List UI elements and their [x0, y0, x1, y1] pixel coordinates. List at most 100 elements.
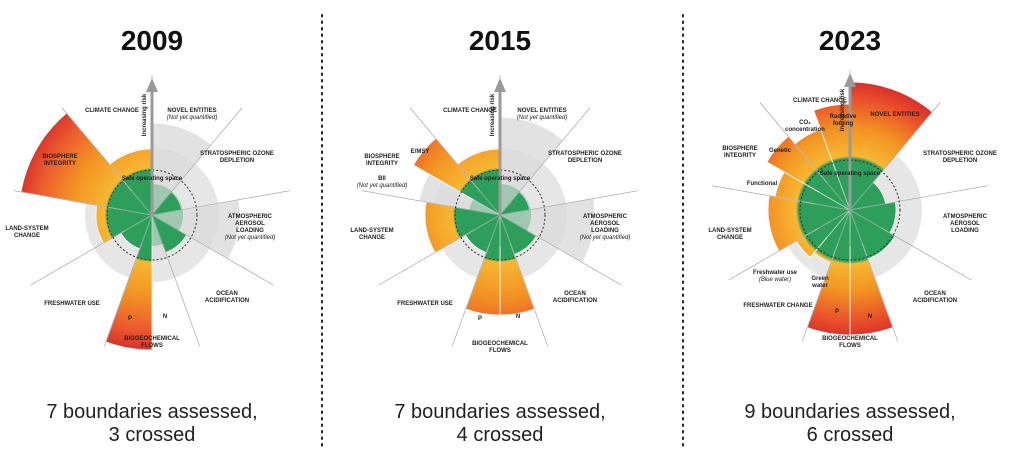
caption: 7 boundaries assessed, — [394, 401, 605, 423]
label-line: P — [835, 309, 839, 315]
boundary-label: BIOGEOCHEMICAL FLOWS — [472, 341, 528, 354]
label-line: CHANGE — [14, 233, 40, 239]
sector-line — [409, 107, 501, 216]
boundary-label: ATMOSPHERIC AEROSOL LOADING — [943, 214, 988, 234]
boundary-label: Increasing risk — [840, 88, 846, 131]
sector-line — [14, 190, 153, 216]
label-line: FRESHWATER USE — [44, 301, 100, 307]
label-line: FLOWS — [489, 348, 511, 354]
label-line: N — [516, 314, 520, 320]
label-line: CHANGE — [717, 235, 743, 241]
caption: 3 crossed — [109, 424, 196, 446]
boundary-label: Freshwater use (Blue water) — [753, 270, 798, 283]
label-line: STRATOSPHERIC OZONE — [923, 151, 997, 157]
sector-line — [849, 102, 941, 211]
boundary-label: STRATOSPHERIC OZONE DEPLETION — [200, 151, 274, 164]
label-line: LAND-SYSTEM — [708, 228, 751, 234]
sector-line — [712, 185, 851, 211]
label-line: DEPLETION — [568, 158, 602, 164]
caption: 4 crossed — [457, 424, 544, 446]
label-line: OCEAN — [216, 291, 238, 297]
boundary-label: CLIMATE CHANGE — [793, 98, 847, 104]
label-line: forcing — [833, 121, 854, 127]
sector-line — [151, 107, 243, 216]
label-line: FLOWS — [141, 343, 163, 349]
boundary-label: BIOSPHERE INTEGRITY — [42, 154, 77, 167]
risk-arrow-head — [146, 78, 158, 92]
label-line: ACIDIFICATION — [913, 298, 957, 304]
label-line: (Not yet quantified) — [517, 115, 568, 121]
label-line: INTEGRITY — [724, 153, 756, 159]
label-line: INTEGRITY — [44, 161, 76, 167]
sector-line — [728, 209, 851, 281]
label-line: Safe operating space — [470, 176, 531, 182]
boundary-label: OCEAN ACIDIFICATION — [553, 291, 597, 304]
label-line: BIOSPHERE — [364, 154, 399, 160]
boundary-label: N — [163, 314, 167, 320]
boundary-label: NOVEL ENTITIES (Not yet quantified) — [167, 108, 218, 121]
label-line: CHANGE — [359, 235, 385, 241]
label-line: BII — [378, 176, 386, 182]
boundary-label: CLIMATE CHANGE — [85, 108, 139, 114]
boundary-label: BIOGEOCHEMICAL FLOWS — [822, 336, 878, 349]
year-title: 2023 — [819, 25, 881, 56]
boundary-label: STRATOSPHERIC OZONE DEPLETION — [923, 151, 997, 164]
label-line: ACIDIFICATION — [205, 298, 249, 304]
label-line: DEPLETION — [220, 158, 254, 164]
boundary-label: Increasing risk — [490, 93, 496, 136]
sector-line — [61, 107, 153, 216]
boundary-label: BIOGEOCHEMICAL FLOWS — [124, 336, 180, 349]
safe-zone-boundary — [106, 169, 198, 261]
label-line: Freshwater use — [753, 270, 798, 276]
sector-line — [151, 190, 290, 216]
boundary-label: Safe operating space — [820, 171, 881, 177]
sector-line — [801, 209, 851, 342]
planetary-boundaries-diagram: 2023 CLIMATE CHANGE CO₂ concentration Radiat… — [708, 25, 997, 446]
boundary-label: BII (Not yet quantified) — [357, 176, 408, 189]
boundary-label: Safe operating space — [122, 176, 183, 182]
label-line: (Not yet quantified) — [580, 235, 631, 241]
label-line: AEROSOL — [950, 221, 980, 227]
label-line: E/MSY — [411, 149, 430, 155]
label-line: BIOGEOCHEMICAL — [124, 336, 180, 342]
safe-zone-boundary — [799, 159, 901, 261]
label-line: P — [478, 316, 482, 322]
boundary-wedge — [20, 112, 154, 216]
label-line: (Not yet quantified) — [167, 115, 218, 121]
label-line: LAND-SYSTEM — [350, 228, 393, 234]
label-line: Increasing risk — [840, 88, 846, 131]
label-line: Increasing risk — [490, 93, 496, 136]
label-line: Green — [811, 276, 829, 282]
sector-line — [499, 214, 549, 347]
label-line: P — [128, 316, 132, 322]
label-line: LOADING — [951, 228, 979, 234]
boundary-label: E/MSY — [411, 149, 430, 155]
sector-line — [499, 107, 591, 216]
label-line: CLIMATE CHANGE — [85, 108, 139, 114]
boundary-label: LAND-SYSTEM CHANGE — [708, 228, 751, 241]
sector-line — [151, 214, 201, 347]
label-line: N — [868, 314, 872, 320]
boundary-label: P — [835, 309, 839, 315]
sector-line — [499, 190, 638, 216]
sector-line — [849, 209, 972, 281]
unquantified-wedge — [498, 198, 596, 264]
label-line: NOVEL ENTITIES — [870, 112, 919, 118]
sector-line — [849, 209, 899, 342]
label-line: AEROSOL — [590, 221, 620, 227]
boundary-label: FRESHWATER USE — [397, 301, 453, 307]
boundary-label: ATMOSPHERIC AEROSOL LOADING (Not yet quanti… — [580, 214, 631, 241]
label-line: BIOGEOCHEMICAL — [822, 336, 878, 342]
label-line: LOADING — [591, 228, 619, 234]
label-line: BIOSPHERE — [722, 146, 757, 152]
boundary-label: P — [478, 316, 482, 322]
label-line: BIOGEOCHEMICAL — [472, 341, 528, 347]
sector-line — [30, 214, 153, 286]
boundary-label: Increasing risk — [142, 93, 148, 136]
boundary-label: NOVEL ENTITIES (Not yet quantified) — [517, 108, 568, 121]
label-line: ATMOSPHERIC — [228, 214, 273, 220]
boundary-label: CO₂ concentration — [785, 120, 825, 133]
boundary-label: ATMOSPHERIC AEROSOL LOADING (Not yet quanti… — [225, 214, 276, 241]
